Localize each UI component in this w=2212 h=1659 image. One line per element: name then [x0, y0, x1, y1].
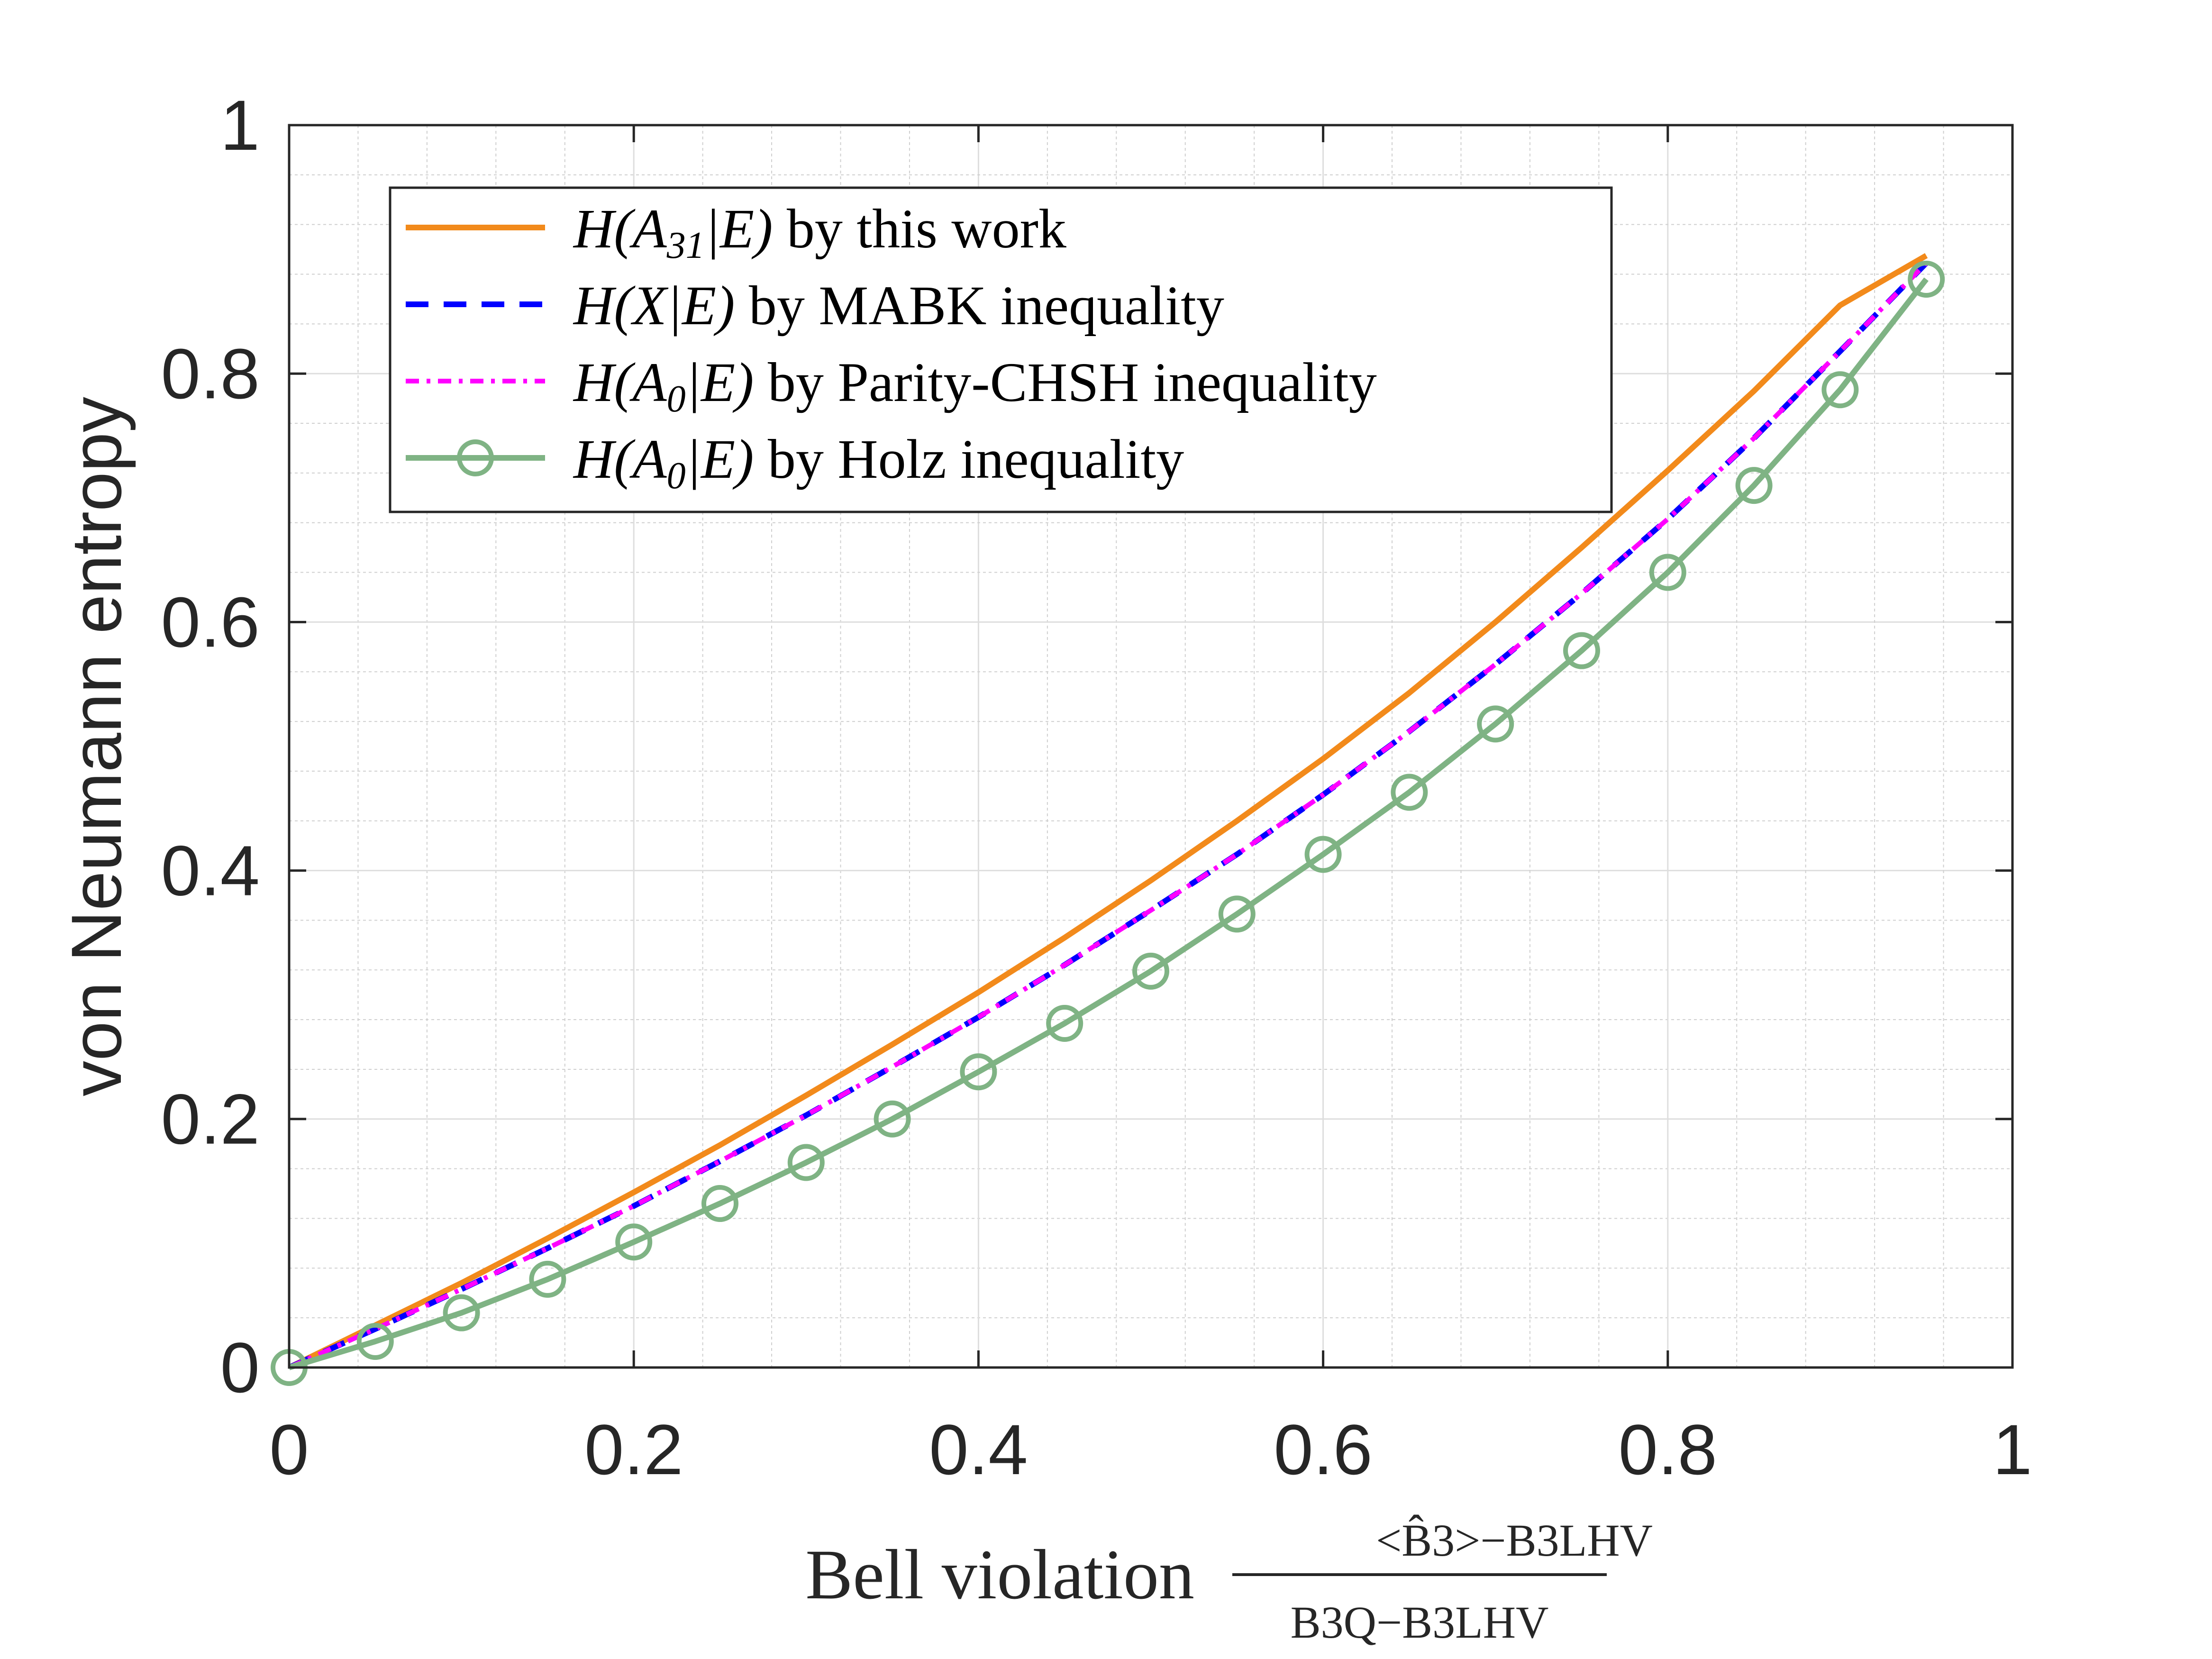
x-axis-label: Bell violation	[805, 1535, 1194, 1614]
x-tick-label: 1	[1993, 1410, 2032, 1489]
y-tick-label: 0.6	[161, 582, 260, 662]
x-axis-fraction-denominator: B3Q−B3LHV	[1291, 1597, 1549, 1648]
data-point-marker	[1563, 632, 1600, 669]
x-tick-label: 0.2	[584, 1410, 683, 1489]
data-point-marker	[1821, 371, 1859, 409]
x-tick-label: 0.4	[929, 1410, 1028, 1489]
y-tick-label: 0.8	[161, 334, 260, 413]
series-line-3	[288, 261, 1928, 1370]
y-tick-label: 0	[220, 1328, 260, 1407]
y-tick-label: 1	[220, 85, 260, 165]
legend-label-3: H(A0|E) by Parity-CHSH inequality	[573, 351, 1377, 420]
data-point-marker	[356, 1322, 394, 1360]
data-point-marker	[529, 1260, 566, 1298]
x-axis-fraction: <B̂3>−B3LHV B3Q−B3LHV	[1232, 1515, 1653, 1648]
legend-box	[389, 186, 1613, 513]
data-point-marker	[1649, 554, 1686, 591]
data-point-marker	[1132, 952, 1169, 990]
y-tick-label: 0.2	[161, 1079, 260, 1159]
data-point-marker	[787, 1144, 825, 1181]
series-line-1	[288, 253, 1928, 1370]
legend-label-2: H(X|E) by MABK inequality	[573, 274, 1224, 337]
data-point-marker	[1218, 895, 1256, 933]
legend-label-4: H(A0|E) by Holz inequality	[573, 428, 1184, 497]
data-point-marker	[1908, 261, 1945, 298]
x-tick-label: 0.6	[1274, 1410, 1373, 1489]
data-point-marker	[443, 1294, 480, 1331]
axes-frame	[288, 124, 2014, 1369]
legend-marker	[457, 439, 494, 476]
ticks: 0 0.2 0.4 0.6 0.8 1 0 0.2 0.4 0.6 0.8 1	[161, 85, 2032, 1489]
x-tick-label: 0	[269, 1410, 309, 1489]
data-point-marker	[1477, 705, 1514, 743]
x-tick-label: 0.8	[1619, 1410, 1718, 1489]
data-point-marker	[1735, 467, 1773, 504]
legend: H(A31|E) by this work H(X|E) by MABK ineq…	[389, 186, 1613, 513]
data-point-marker	[1046, 1004, 1083, 1042]
data-point-marker	[960, 1053, 997, 1091]
data-point-marker	[1304, 836, 1342, 873]
y-tick-label: 0.4	[161, 831, 260, 911]
data-point-marker	[701, 1185, 738, 1222]
y-axis-label: von Neumann entropy	[56, 397, 136, 1096]
data-point-marker	[874, 1100, 911, 1138]
x-axis-fraction-numerator: <B̂3>−B3LHV	[1376, 1515, 1653, 1566]
data-point-marker	[1391, 774, 1428, 811]
legend-label-1: H(A31|E) by this work	[573, 198, 1066, 266]
data-point-marker	[615, 1223, 653, 1261]
series-group	[271, 253, 1945, 1386]
